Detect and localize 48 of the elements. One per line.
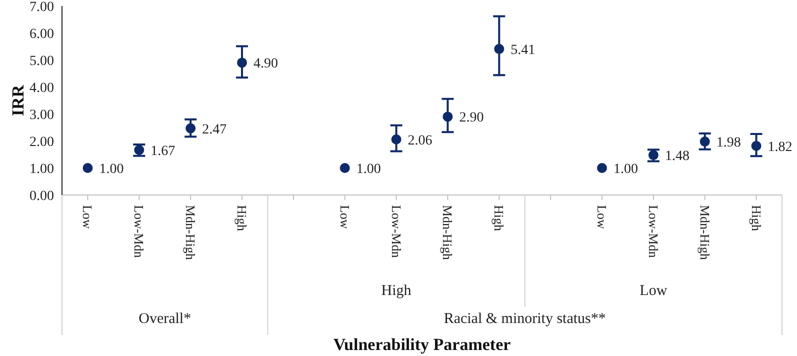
data-label: 4.90: [254, 56, 278, 72]
x-tick-label: High: [234, 205, 250, 232]
data-label: 2.47: [202, 122, 227, 138]
y-axis-title: IRR: [8, 84, 28, 116]
y-tick-label: 3.00: [30, 108, 54, 123]
data-label: 1.00: [614, 162, 638, 177]
x-tick-label: High: [492, 205, 507, 232]
text: High: [381, 283, 412, 299]
data-label: 1.98: [716, 136, 741, 151]
x-tick-label: Low: [337, 205, 352, 230]
y-tick-label: 6.00: [30, 26, 54, 42]
point: [751, 140, 762, 151]
x-tick-label: Low: [594, 205, 610, 230]
x-tick-label: High: [748, 205, 764, 232]
text: Low: [640, 283, 668, 299]
x-tick-label: Mdn-High: [183, 205, 198, 260]
text: Overall*: [138, 311, 192, 327]
point: [237, 58, 247, 68]
point: [340, 163, 350, 173]
x-tick-label: Low-Mdn: [388, 205, 404, 258]
x-axis-title: Vulnerability Parameter: [333, 335, 512, 354]
point: [597, 163, 607, 173]
point: [494, 44, 504, 54]
y-tick-label: 5.00: [30, 54, 54, 69]
data-label: 2.06: [408, 133, 432, 148]
x-tick-label: Low: [80, 205, 96, 230]
y-tick-label: 7.00: [30, 0, 54, 15]
point: [700, 136, 710, 147]
point: [82, 163, 93, 173]
y-tick-label: 4.00: [30, 80, 54, 96]
point: [186, 123, 196, 134]
data-label: 1.00: [99, 162, 124, 177]
data-label: 1.82: [768, 140, 792, 155]
y-tick-label: 0.00: [30, 188, 54, 204]
x-tick-label: Low-Mdn: [132, 205, 147, 258]
data-label: 1.48: [664, 149, 690, 164]
x-tick-label: Mdn-High: [440, 205, 456, 260]
point: [442, 112, 453, 122]
y-tick-label: 1.00: [30, 162, 54, 177]
x-tick-label: Low-Mdn: [646, 205, 661, 258]
data-label: 5.41: [510, 42, 536, 58]
point: [391, 134, 402, 144]
y-tick-label: 2.00: [30, 134, 54, 150]
data-label: 2.90: [459, 110, 484, 126]
text: Racial & minority status**: [444, 311, 606, 327]
data-label: 1.67: [150, 144, 176, 159]
x-tick-label: Mdn-High: [697, 205, 712, 260]
data-label: 1.00: [356, 162, 381, 177]
